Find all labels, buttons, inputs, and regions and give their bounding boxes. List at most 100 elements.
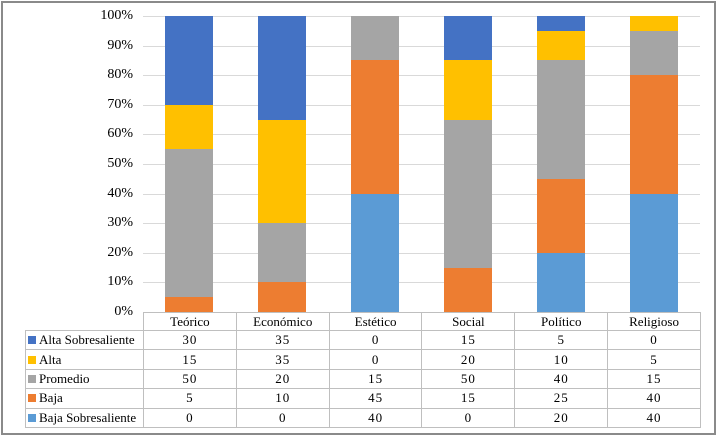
bar-segment-baja-sobresaliente <box>351 193 400 312</box>
bar-segment-baja <box>536 178 585 253</box>
y-axis-tick-label: 10% <box>107 274 133 290</box>
table-row-baja-sobresaliente: Baja Sobresaliente 0 0 40 0 20 40 <box>25 407 701 429</box>
bar-segment-alta <box>165 104 214 150</box>
bar-segment-baja-sobresaliente <box>629 193 678 312</box>
table-value-cell: 0 <box>235 407 330 429</box>
legend-cell-baja-sobresaliente: Baja Sobresaliente <box>25 407 144 429</box>
bar-segment-alta <box>536 30 585 61</box>
bar-segment-promedio <box>536 60 585 179</box>
table-header-row: Teórico Económico Estético Social Político Re… <box>26 312 701 331</box>
legend-cell-alta: Alta <box>25 349 144 370</box>
table-value-cell: 35 <box>235 349 330 370</box>
y-axis-tick-label: 50% <box>107 156 133 171</box>
gridline <box>143 16 700 17</box>
table-value-cell: 40 <box>607 407 701 429</box>
bar-segment-alta <box>258 119 307 224</box>
legend-label: Alta <box>39 351 62 367</box>
y-axis: 100% 90% 80% 70% 60% 50% 40% 30% 20% 10% 0% <box>3 3 133 433</box>
table-value-cell: 35 <box>235 329 330 351</box>
legend-swatch-icon <box>28 413 36 422</box>
stacked-bar-estetico <box>351 16 400 312</box>
table-value-cell: 0 <box>143 407 237 429</box>
bar-segment-baja <box>629 75 678 194</box>
table-value-cell: 10 <box>235 388 330 409</box>
category-header-social: Social <box>421 312 516 331</box>
bar-segment-promedio <box>443 119 492 268</box>
gridline <box>143 223 700 225</box>
legend-swatch-icon <box>28 355 36 364</box>
y-axis-tick-label: 20% <box>107 244 133 260</box>
y-axis-tick-label: 60% <box>107 126 133 142</box>
plot-area <box>143 16 700 312</box>
table-value-cell: 15 <box>143 349 237 370</box>
y-axis-tick-label: 0% <box>114 304 133 319</box>
table-row-alta-sobresaliente: Alta Sobresaliente 30 35 0 15 5 0 <box>25 329 701 351</box>
y-axis-tick-label: 100% <box>100 8 133 23</box>
table-value-cell: 5 <box>143 388 237 409</box>
gridline <box>143 282 700 284</box>
table-value-cell: 0 <box>328 349 423 370</box>
table-head: Teórico Económico Estético Social Político Re… <box>26 312 701 331</box>
legend-label: Baja <box>39 390 63 406</box>
legend-cell-alta-sobresaliente: Alta Sobresaliente <box>25 329 144 351</box>
table-body: Alta Sobresaliente 30 35 0 15 5 0 Alta 15 35 0 20 10… <box>25 329 701 429</box>
table-row-alta: Alta 15 35 0 20 10 5 <box>25 349 701 370</box>
stacked-bar-teorico <box>165 16 214 312</box>
bar-segment-alta-sobresaliente <box>536 16 585 31</box>
gridline <box>143 252 700 254</box>
table-value-cell: 25 <box>514 388 609 409</box>
table-row-baja: Baja 5 10 45 15 25 40 <box>25 388 701 409</box>
bar-segment-alta <box>629 16 678 31</box>
table-value-cell: 15 <box>421 388 516 409</box>
gridline <box>143 75 700 77</box>
table-value-cell: 15 <box>328 368 423 390</box>
table-value-cell: 50 <box>143 368 237 390</box>
legend-cell-promedio: Promedio <box>25 368 144 390</box>
legend-entry: Promedio <box>27 370 143 387</box>
bar-segment-promedio <box>351 16 400 61</box>
legend-cell-baja: Baja <box>25 388 144 409</box>
bar-segment-promedio <box>165 149 214 298</box>
table-value-cell: 15 <box>607 368 701 390</box>
table-value-cell: 40 <box>607 388 701 409</box>
table-value-cell: 5 <box>607 349 701 370</box>
legend-entry: Alta <box>27 351 143 368</box>
table-corner-cell <box>26 313 144 331</box>
category-header-estetico: Estético <box>328 312 423 331</box>
stacked-bar-social <box>443 16 492 312</box>
legend-label: Promedio <box>39 370 90 386</box>
bar-segment-alta-sobresaliente <box>443 16 492 61</box>
gridline <box>143 193 700 195</box>
legend-entry: Alta Sobresaliente <box>27 332 143 348</box>
bar-segment-baja <box>165 297 214 312</box>
bar-segment-baja-sobresaliente <box>536 252 585 312</box>
legend-entry: Baja <box>27 390 143 406</box>
bar-segment-promedio <box>629 30 678 76</box>
table-value-cell: 0 <box>421 407 516 429</box>
table-row-promedio: Promedio 50 20 15 50 40 15 <box>25 368 701 390</box>
stacked-bar-economico <box>258 16 307 312</box>
bar-segment-alta-sobresaliente <box>165 16 214 105</box>
y-axis-tick-label: 80% <box>107 67 133 83</box>
bar-segment-alta-sobresaliente <box>258 16 307 120</box>
y-axis-tick-label: 30% <box>107 215 133 231</box>
category-header-religioso: Religioso <box>607 312 701 331</box>
table-value-cell: 40 <box>514 368 609 390</box>
table-value-cell: 50 <box>421 368 516 390</box>
y-axis-tick-label: 40% <box>107 185 133 201</box>
stacked-bar-politico <box>536 16 585 312</box>
bar-segment-alta <box>443 60 492 120</box>
bar-segment-baja <box>351 60 400 194</box>
legend-entry: Baja Sobresaliente <box>27 410 143 426</box>
table-value-cell: 20 <box>235 368 330 390</box>
legend-swatch-icon <box>28 394 36 403</box>
table-value-cell: 5 <box>514 329 609 351</box>
stacked-bar-religioso <box>629 16 678 312</box>
bar-segment-baja <box>443 267 492 312</box>
gridline <box>143 134 700 136</box>
table-value-cell: 45 <box>328 388 423 409</box>
gridline <box>143 104 700 106</box>
gridline <box>143 45 700 47</box>
category-header-teorico: Teórico <box>143 312 237 331</box>
